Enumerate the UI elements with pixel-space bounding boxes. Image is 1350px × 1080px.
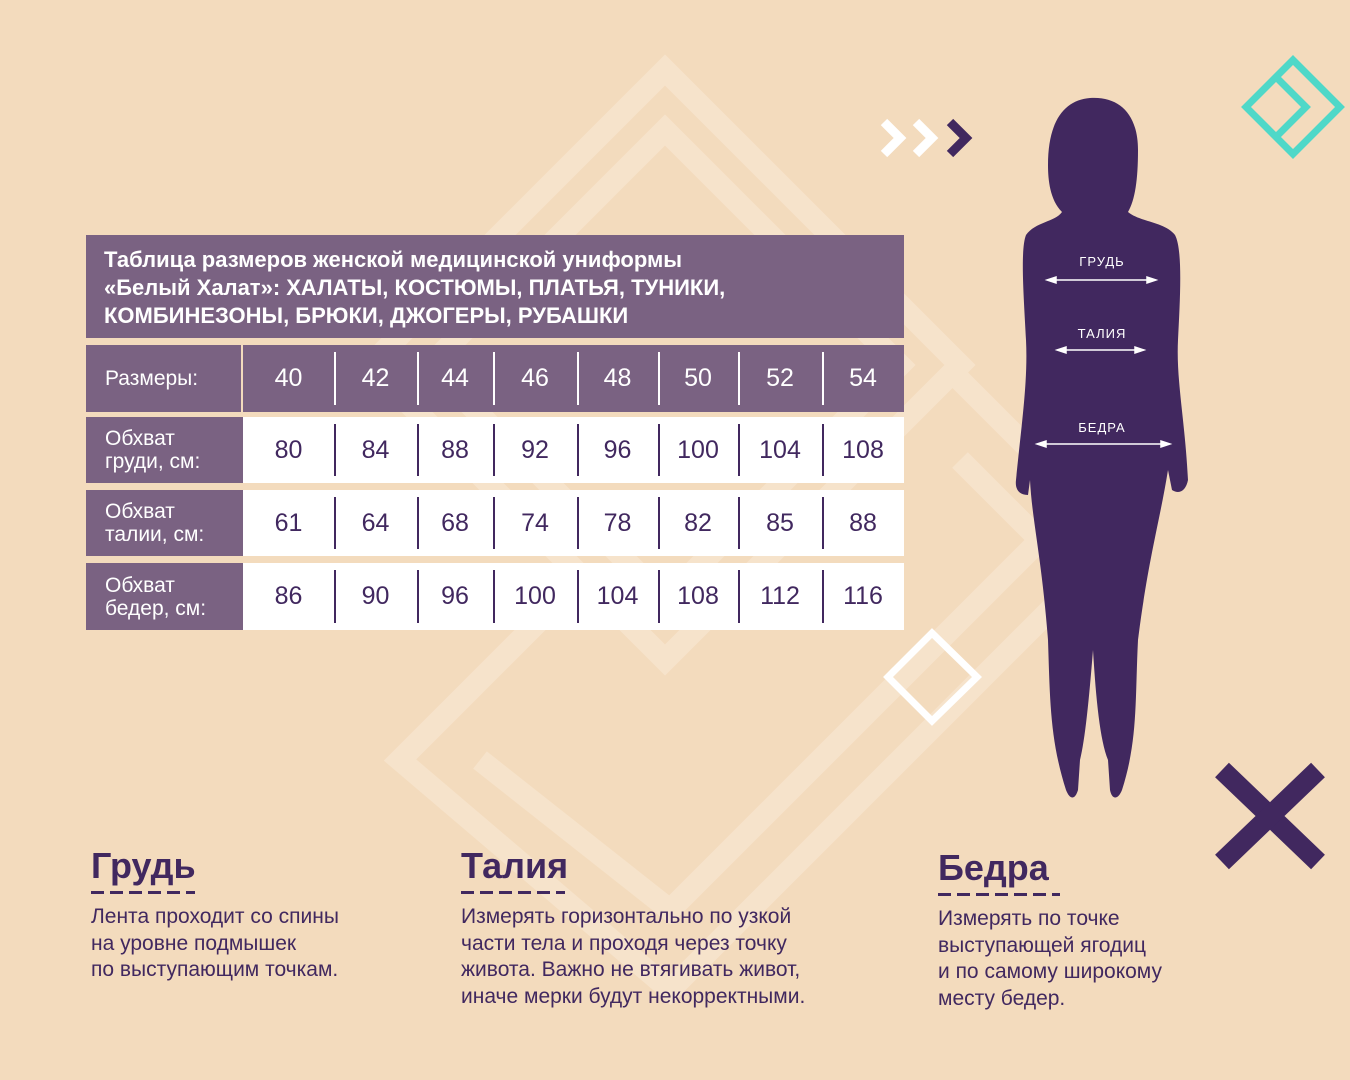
table-cell: 104 [738, 417, 822, 483]
table-cell: 84 [334, 417, 417, 483]
label-line: Обхват [105, 427, 175, 450]
row-label: Обхват бедер, см: [86, 563, 243, 630]
table-cell: 96 [417, 563, 493, 630]
table-cell: 88 [822, 490, 904, 556]
section-title: Бедра [938, 847, 1049, 888]
table-cell: 46 [493, 345, 577, 412]
title-line: Таблица размеров женской медицинской уни… [104, 247, 683, 272]
table-cell: 78 [577, 490, 658, 556]
waist-row: Обхват талии, см: 61 64 68 74 78 82 85 88 [86, 490, 904, 556]
table-cell: 80 [274, 435, 303, 464]
label-line: талии, см: [105, 523, 205, 546]
chevrons-icon [880, 118, 973, 158]
table-cell: 90 [334, 563, 417, 630]
sizes-row: Размеры: 40 42 44 46 48 50 52 54 [86, 345, 904, 412]
section-hips: Бедра Измерять по точке выступающей ягоди… [938, 847, 1162, 1012]
table-cell: 68 [417, 490, 493, 556]
table-title: Таблица размеров женской медицинской уни… [86, 235, 904, 338]
table-cell: 61 [274, 508, 303, 537]
table-cell: 52 [738, 345, 822, 412]
table-cell: 116 [822, 563, 904, 630]
table-cell: 96 [577, 417, 658, 483]
section-title: Грудь [91, 845, 196, 886]
table-cell: 92 [493, 417, 577, 483]
section-text: Измерять по точке выступающей ягодиц и по … [938, 907, 1162, 1010]
row-label: Обхват талии, см: [86, 490, 243, 556]
table-cell: 40 [274, 364, 303, 392]
title-line: КОМБИНЕЗОНЫ, БРЮКИ, ДЖОГЕРЫ, РУБАШКИ [104, 303, 629, 328]
hips-row: Обхват бедер, см: 86 90 96 100 104 108 112 116 [86, 563, 904, 630]
table-cell: 85 [738, 490, 822, 556]
section-text: Лента проходит со спины на уровне подмыше… [91, 905, 339, 981]
table-cell: 54 [822, 345, 904, 412]
table-cell: 50 [658, 345, 738, 412]
table-cell: 108 [658, 563, 738, 630]
table-cell: 44 [417, 345, 493, 412]
table-cell: 74 [493, 490, 577, 556]
section-chest: Грудь Лента проходит со спины на уровне п… [91, 845, 339, 984]
white-diamond-icon [883, 628, 983, 726]
section-title: Талия [461, 845, 569, 886]
table-cell: 42 [334, 345, 417, 412]
table-cell: 64 [334, 490, 417, 556]
teal-diamond-icon [1241, 55, 1345, 159]
table-cell: 104 [577, 563, 658, 630]
measure-arrows [1034, 275, 1173, 449]
chest-row: Обхват груди, см: 80 84 88 92 96 100 104 108 [86, 417, 904, 483]
figure-label-chest: ГРУДЬ [1079, 254, 1125, 269]
label-line: Обхват [105, 500, 175, 523]
dashed-underline [938, 893, 1060, 896]
figure-label-hips: БЕДРА [1078, 420, 1126, 435]
label-line: Обхват [105, 573, 175, 597]
table-cell: 108 [822, 417, 904, 483]
row-label: Обхват груди, см: [86, 417, 243, 483]
table-cell: 88 [417, 417, 493, 483]
section-waist: Талия Измерять горизонтально по узкой час… [461, 845, 805, 1010]
table-cell: 48 [577, 345, 658, 412]
table-cell: 86 [274, 582, 303, 610]
row-label: Размеры: [86, 345, 241, 412]
x-cross-icon [1215, 762, 1325, 870]
title-line: «Белый Халат»: ХАЛАТЫ, КОСТЮМЫ, ПЛАТЬЯ, … [104, 275, 726, 300]
table-cell: 82 [658, 490, 738, 556]
table-cell: 112 [738, 563, 822, 630]
label-line: груди, см: [105, 450, 201, 473]
woman-silhouette [1015, 97, 1188, 798]
dashed-underline [461, 891, 565, 894]
table-cell: 100 [658, 417, 738, 483]
table-cell: 100 [493, 563, 577, 630]
dashed-underline [91, 891, 195, 894]
section-text: Измерять горизонтально по узкой части тел… [461, 905, 806, 1008]
label-line: бедер, см: [105, 596, 207, 620]
figure-label-waist: ТАЛИЯ [1077, 326, 1127, 341]
